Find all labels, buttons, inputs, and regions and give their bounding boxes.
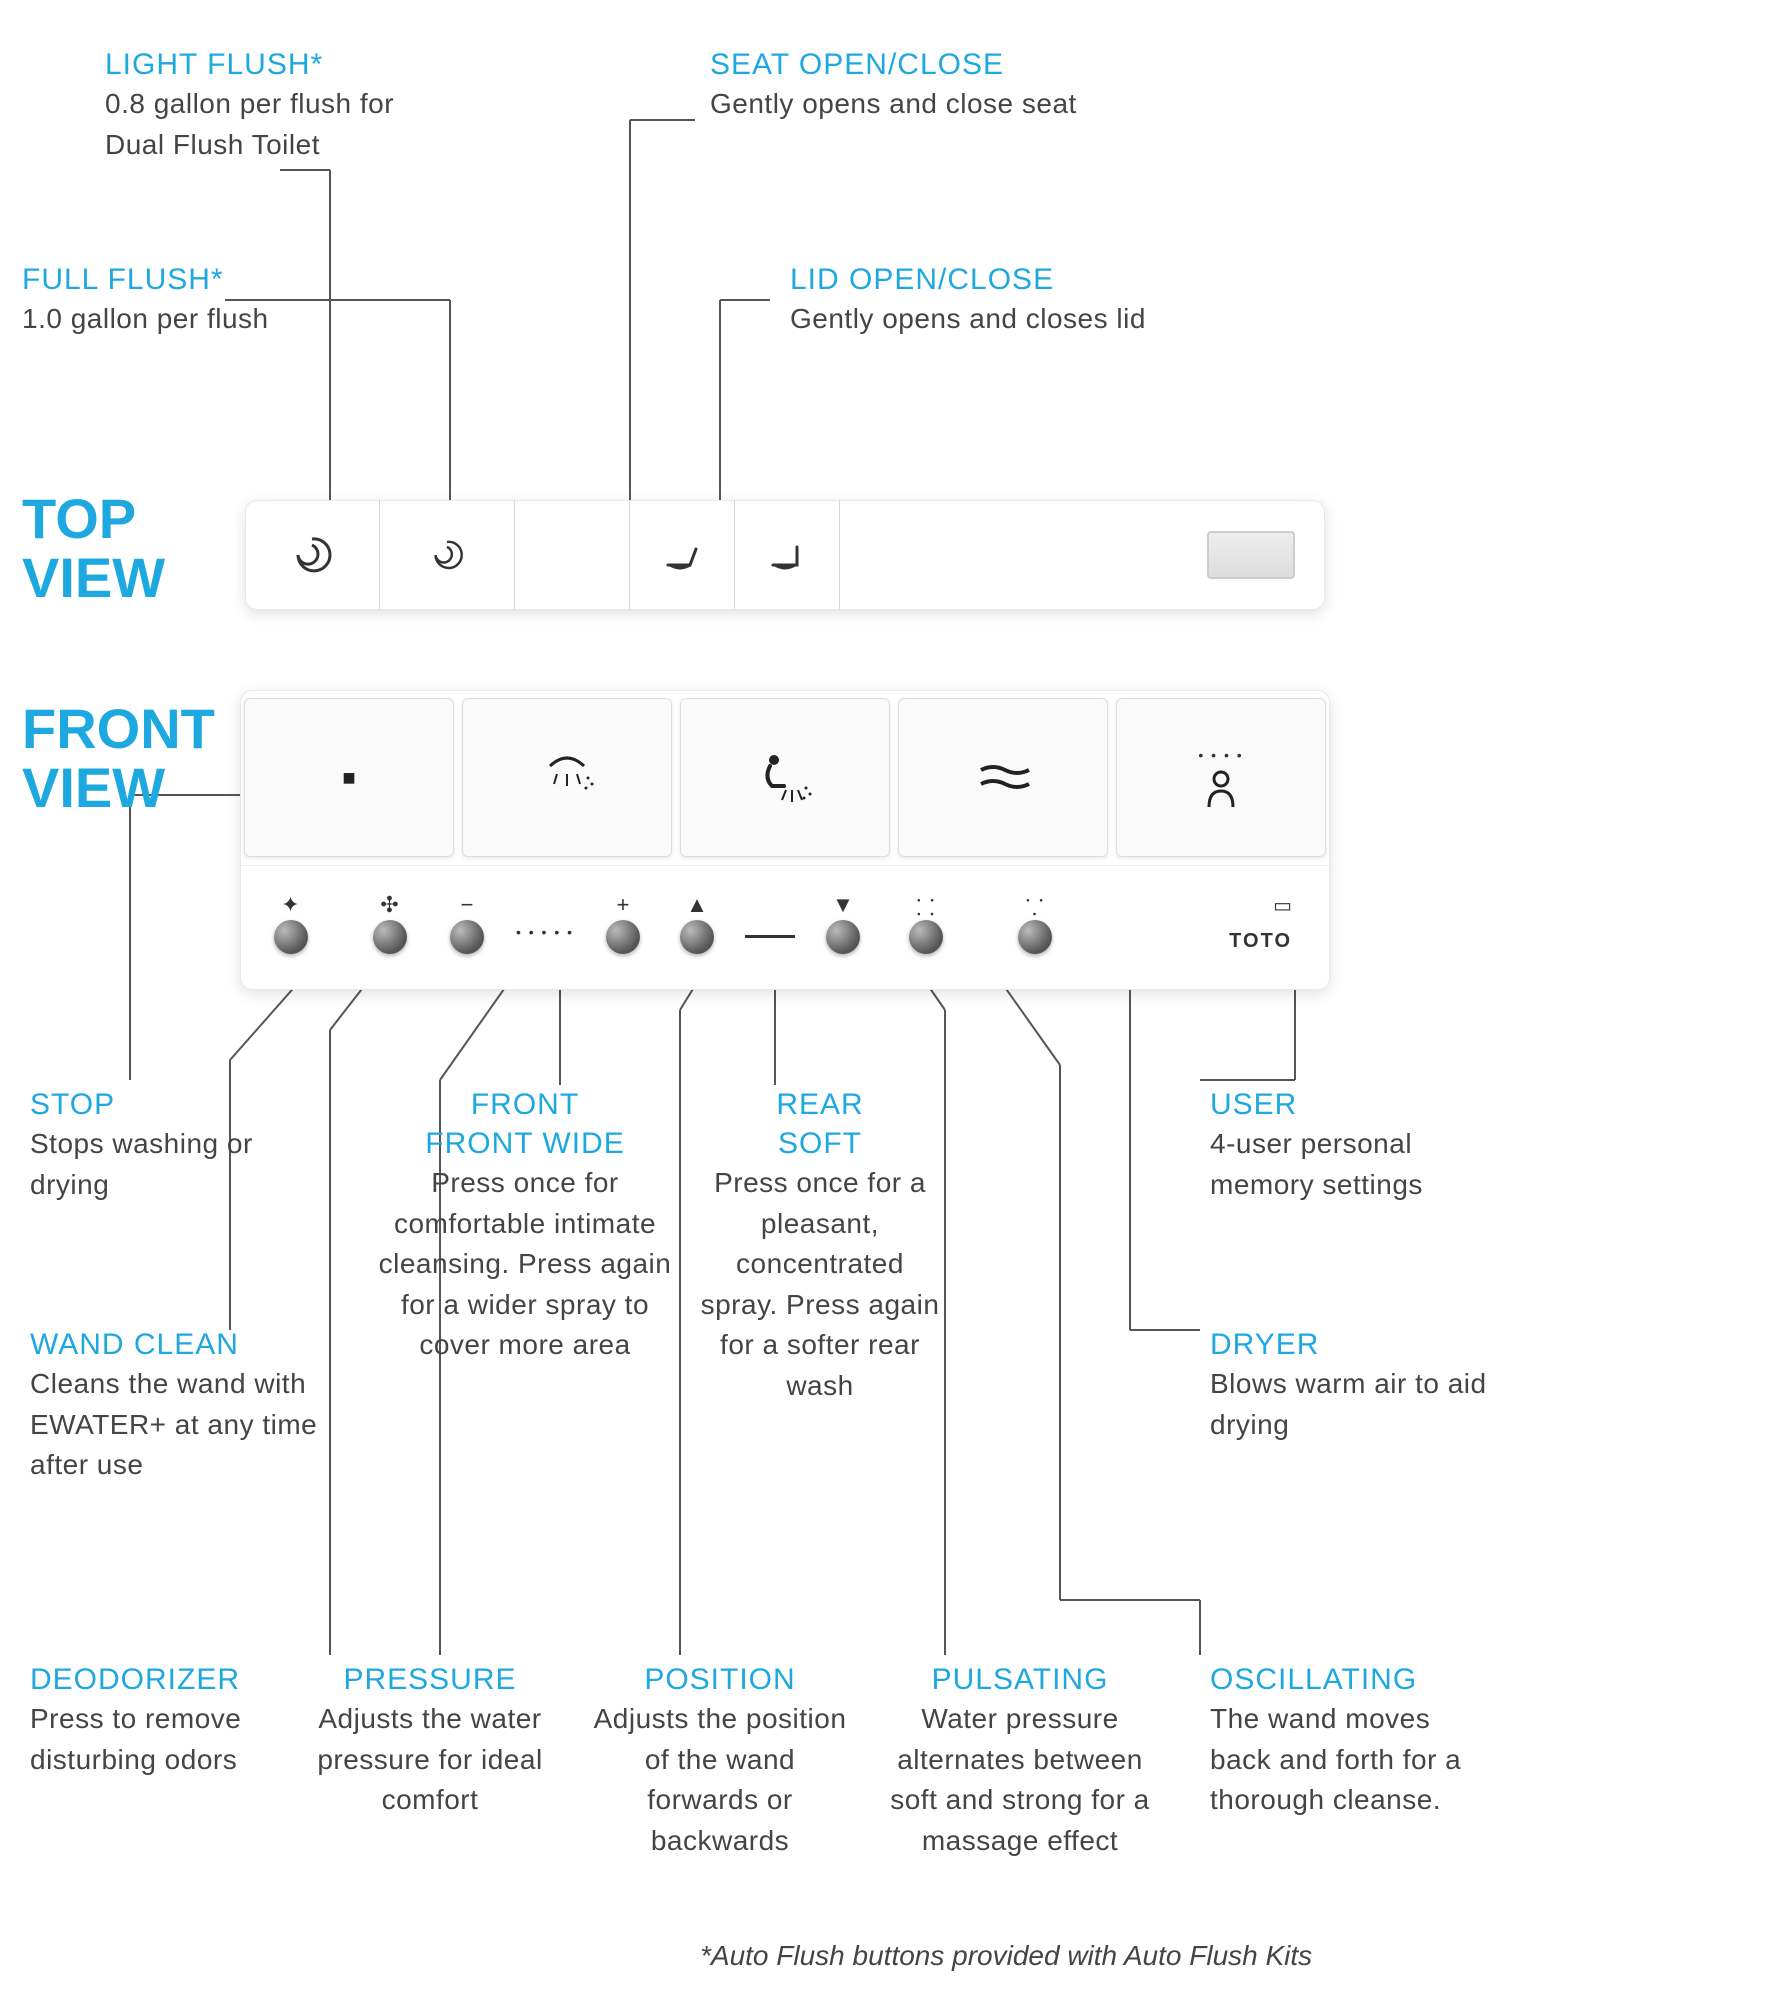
front-wash-btn[interactable] xyxy=(462,698,672,857)
pressure-title: PRESSURE xyxy=(300,1660,560,1699)
front-spray-icon xyxy=(532,748,602,808)
rear-wash-btn[interactable] xyxy=(680,698,890,857)
rear-spray-icon xyxy=(750,748,820,808)
dryer-btn[interactable] xyxy=(898,698,1108,857)
wand-clean-title: WAND CLEAN xyxy=(30,1325,320,1364)
oscillating-desc: The wand moves back and forth for a thor… xyxy=(1210,1699,1490,1821)
seat-desc: Gently opens and close seat xyxy=(710,84,1210,125)
oscillate-icon: ⸪ xyxy=(1025,892,1043,916)
wand-clean-knob[interactable]: ✦ xyxy=(274,892,308,954)
stop-callout: STOP Stops washing or drying xyxy=(30,1085,310,1205)
sparkle-icon: ✦ xyxy=(281,892,299,916)
lid-title: LID OPEN/CLOSE xyxy=(790,260,1290,299)
rear-desc: Press once for a pleasant, concentrated … xyxy=(700,1163,940,1407)
deodorizer-title: DEODORIZER xyxy=(30,1660,290,1699)
pulsating-desc: Water pressure alternates between soft a… xyxy=(870,1699,1170,1861)
pressure-minus-knob[interactable]: − xyxy=(450,892,484,954)
deodorizer-desc: Press to remove disturbing odors xyxy=(30,1699,290,1780)
full-flush-callout: FULL FLUSH* 1.0 gallon per flush xyxy=(22,260,362,340)
pulsating-callout: PULSATING Water pressure alternates betw… xyxy=(870,1660,1170,1861)
toto-logo: TOTO xyxy=(1229,930,1292,953)
stop-desc: Stops washing or drying xyxy=(30,1124,310,1205)
light-flush-title: LIGHT FLUSH* xyxy=(105,45,445,84)
stop-title: STOP xyxy=(30,1085,310,1124)
pressure-callout: PRESSURE Adjusts the water pressure for … xyxy=(300,1660,560,1821)
position-title: POSITION xyxy=(590,1660,850,1699)
wand-clean-desc: Cleans the wand with EWATER+ at any time… xyxy=(30,1364,320,1486)
swirl-small-icon xyxy=(429,537,465,573)
top-panel xyxy=(245,500,1325,610)
pulsating-knob[interactable]: ⸬ xyxy=(909,892,943,954)
triangle-up-icon: ▲ xyxy=(686,892,708,916)
user-title: USER xyxy=(1210,1085,1500,1124)
lid-btn[interactable] xyxy=(735,500,840,610)
full-flush-title: FULL FLUSH* xyxy=(22,260,362,299)
seat-callout: SEAT OPEN/CLOSE Gently opens and close s… xyxy=(710,45,1210,125)
position-callout: POSITION Adjusts the position of the wan… xyxy=(590,1660,850,1861)
user-dots: • • • • xyxy=(1198,747,1243,763)
stop-btn[interactable]: ■ xyxy=(244,698,454,857)
user-desc: 4-user personal memory settings xyxy=(1210,1124,1500,1205)
display-screen-area xyxy=(840,500,1325,610)
footnote: *Auto Flush buttons provided with Auto F… xyxy=(700,1940,1312,1972)
lid-callout: LID OPEN/CLOSE Gently opens and closes l… xyxy=(790,260,1290,340)
position-fwd-knob[interactable]: ▼ xyxy=(826,892,860,954)
light-flush-desc: 0.8 gallon per flush for Dual Flush Toil… xyxy=(105,84,445,165)
position-desc: Adjusts the position of the wand forward… xyxy=(590,1699,850,1861)
rear-title: REAR SOFT xyxy=(700,1085,940,1163)
top-view-label: TOP VIEW xyxy=(22,490,165,608)
stop-icon: ■ xyxy=(342,765,355,791)
oscillating-callout: OSCILLATING The wand moves back and fort… xyxy=(1210,1660,1490,1821)
rear-callout: REAR SOFT Press once for a pleasant, con… xyxy=(700,1085,940,1407)
dryer-desc: Blows warm air to aid drying xyxy=(1210,1364,1490,1445)
pressure-indicator-dots: • • • • • xyxy=(516,924,574,940)
light-flush-callout: LIGHT FLUSH* 0.8 gallon per flush for Du… xyxy=(105,45,445,165)
triangle-down-icon: ▼ xyxy=(832,892,854,916)
front-row-knobs: ✦ ✣ − • • • • • + ▲ ▼ ⸬ ⸪ ▭ TOTO xyxy=(240,865,1330,990)
light-flush-btn[interactable] xyxy=(245,500,380,610)
seat-icon xyxy=(662,535,702,575)
blank-btn[interactable] xyxy=(515,500,630,610)
minus-icon: − xyxy=(461,892,474,916)
seat-title: SEAT OPEN/CLOSE xyxy=(710,45,1210,84)
position-back-knob[interactable]: ▲ xyxy=(680,892,714,954)
full-flush-btn[interactable] xyxy=(380,500,515,610)
front-desc: Press once for comfortable intimate clea… xyxy=(375,1163,675,1366)
user-icon xyxy=(1203,769,1239,809)
fan-icon: ✣ xyxy=(380,892,398,916)
front-view-label: FRONT VIEW xyxy=(22,700,215,818)
front-row-main: ■ • • • • xyxy=(240,690,1330,865)
pulsating-title: PULSATING xyxy=(870,1660,1170,1699)
wand-clean-callout: WAND CLEAN Cleans the wand with EWATER+ … xyxy=(30,1325,320,1486)
pressure-desc: Adjusts the water pressure for ideal com… xyxy=(300,1699,560,1821)
pulsate-icon: ⸬ xyxy=(916,892,934,916)
battery-icon: ▭ xyxy=(1273,893,1292,918)
plus-icon: + xyxy=(617,892,630,916)
user-callout: USER 4-user personal memory settings xyxy=(1210,1085,1500,1205)
lid-icon xyxy=(767,535,807,575)
lcd-screen xyxy=(1207,531,1295,579)
user-btn[interactable]: • • • • xyxy=(1116,698,1326,857)
dryer-callout: DRYER Blows warm air to aid drying xyxy=(1210,1325,1490,1445)
oscillating-knob[interactable]: ⸪ xyxy=(1018,892,1052,954)
deodorizer-knob[interactable]: ✣ xyxy=(373,892,407,954)
front-panel: ■ • • • • xyxy=(240,690,1330,990)
lid-desc: Gently opens and closes lid xyxy=(790,299,1290,340)
dryer-title: DRYER xyxy=(1210,1325,1490,1364)
pressure-plus-knob[interactable]: + xyxy=(606,892,640,954)
deodorizer-callout: DEODORIZER Press to remove disturbing od… xyxy=(30,1660,290,1780)
swirl-large-icon xyxy=(290,533,334,577)
front-title: FRONT FRONT WIDE xyxy=(375,1085,675,1163)
full-flush-desc: 1.0 gallon per flush xyxy=(22,299,362,340)
seat-btn[interactable] xyxy=(630,500,735,610)
oscillating-title: OSCILLATING xyxy=(1210,1660,1490,1699)
front-callout: FRONT FRONT WIDE Press once for comforta… xyxy=(375,1085,675,1366)
dryer-icon xyxy=(973,758,1033,798)
position-indicator-bar xyxy=(745,935,795,938)
